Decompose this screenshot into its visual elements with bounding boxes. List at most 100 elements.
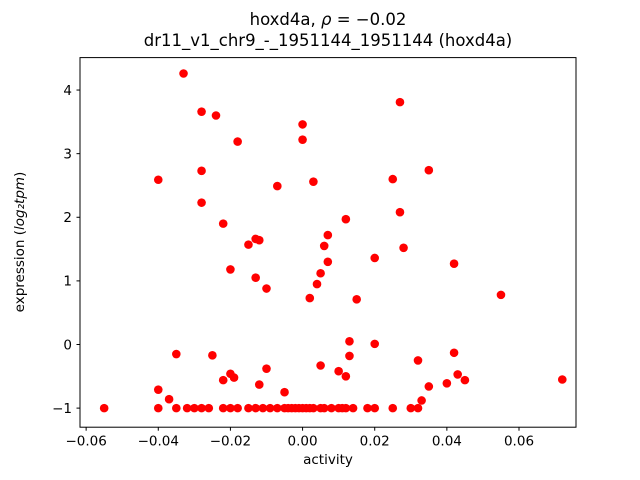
title-suffix: = −0.02 [331,10,406,29]
y-tick-label: 3 [63,146,72,162]
data-point [251,403,260,413]
data-point [211,111,221,120]
data-point [273,181,282,191]
x-axis-label: activity [303,452,353,468]
data-point [153,385,163,394]
data-point [395,97,405,107]
data-point [323,257,333,267]
data-point [226,265,235,274]
data-point [316,361,325,370]
data-point [254,235,264,245]
data-point [218,375,228,385]
data-point [370,253,380,263]
data-point [172,349,181,359]
data-point [453,370,462,379]
data-point [388,403,398,413]
data-point [298,120,307,129]
data-point [309,403,318,413]
data-point [172,403,181,413]
data-point [244,403,253,413]
data-point [424,382,434,391]
ylabel-suffix: ) [12,172,28,177]
data-point [309,177,318,186]
data-point [273,403,282,413]
data-point [316,268,325,278]
data-point [417,396,426,405]
data-point [345,351,354,361]
ylabel-prefix: expression ( [12,230,28,312]
data-point [99,403,109,413]
y-axis-ticks: −1 0 1 2 3 4 [52,83,80,417]
data-point [218,403,228,413]
data-point [258,403,268,413]
data-point [442,379,452,388]
x-tick-label: −0.06 [65,434,106,450]
data-point [305,293,315,303]
data-point [388,174,398,184]
data-point [334,366,343,376]
data-point [153,403,163,413]
data-point [370,403,380,413]
scatter-points [99,69,567,413]
x-tick-label: 0.06 [504,434,534,450]
y-axis-label: expression (log₂tpm) [12,172,28,313]
data-point [197,166,206,176]
data-point [348,403,358,413]
data-point [424,165,434,175]
data-point [208,351,217,360]
data-point [323,230,333,240]
data-point [251,273,260,283]
data-point [262,364,271,373]
y-tick-label: 0 [63,337,72,353]
data-point [395,207,405,217]
x-tick-label: −0.02 [210,434,251,450]
data-point [399,243,408,253]
data-point [370,339,380,349]
title-prefix: hoxd4a, [250,10,321,29]
data-point [233,137,242,146]
data-point [341,372,351,381]
data-point [449,348,459,358]
data-point [182,403,192,413]
data-point [406,403,416,413]
data-point [190,403,199,413]
x-tick-label: 0.00 [288,434,318,450]
data-point [197,198,206,207]
data-point [319,241,329,251]
data-point [557,375,567,384]
data-point [280,387,289,397]
ylabel-math: log₂tpm [12,177,28,230]
y-tick-label: −1 [52,401,72,417]
y-tick-label: 4 [63,83,72,99]
data-point [319,403,329,413]
data-point [413,403,423,413]
plot-border [79,57,577,428]
x-tick-label: 0.04 [432,434,462,450]
data-point [229,373,239,382]
data-point [496,290,506,300]
data-point [254,380,264,389]
data-point [449,259,459,269]
data-point [262,284,271,293]
rho-symbol: ρ [321,10,332,29]
data-point [265,403,275,413]
data-point [327,403,336,413]
x-tick-label: −0.04 [138,434,179,450]
x-axis-ticks: −0.06 −0.04 −0.02 0.00 0.02 0.04 0.06 [65,427,534,450]
data-point [460,375,470,385]
data-point [298,135,307,144]
data-point [363,403,372,413]
data-point [164,394,174,404]
data-point [312,279,322,289]
data-point [244,240,253,249]
data-point [179,69,188,78]
data-point [352,295,361,304]
data-point [341,403,351,413]
data-point [341,214,351,224]
data-point [204,403,214,413]
x-tick-label: 0.02 [360,434,390,450]
y-tick-label: 1 [63,274,72,290]
data-point [197,107,206,116]
